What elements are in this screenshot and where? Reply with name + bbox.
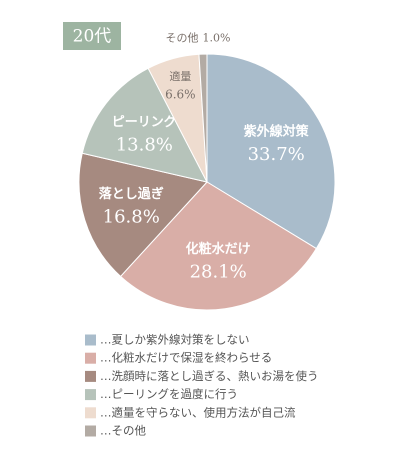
pie-slice [206,53,336,250]
slice-label: 化粧水だけ [186,241,251,257]
slice-value: 33.7% [248,144,305,165]
legend-swatch [85,407,96,419]
legend-swatch [85,425,96,437]
pie-slice [81,67,208,183]
legend-label: …適量を守らない、使用方法が自己流 [100,405,296,419]
slice-value: 6.6% [165,87,196,101]
pie-slice [119,181,318,311]
legend-label: …夏しか紫外線対策をしない [100,333,250,347]
legend-swatch [85,389,96,401]
slice-label: 紫外線対策 [244,124,310,140]
legend-label: …洗顔時に落とし過ぎる、熱いお湯を使う [100,369,319,383]
badge-box [63,22,121,50]
slice-label: ピーリング [112,114,177,130]
legend-label: …化粧水だけで保湿を終わらせる [100,351,272,365]
legend-swatch [85,370,96,382]
pie-slice [78,152,208,278]
slice-label: 適量 [169,69,191,83]
legend-label: …その他 [100,424,146,438]
slice-value: 13.8% [116,134,173,155]
slice-label: その他 [165,32,198,45]
slice-value: 28.1% [190,262,247,283]
pie-slice [198,53,208,183]
slice-value: 16.8% [103,207,160,228]
legend-swatch [85,334,96,346]
legend-label: …ピーリングを過度に行う [100,387,238,401]
slice-label: 落とし過ぎ [99,186,164,202]
legend-swatch [85,352,96,364]
slice-value: 1.0% [202,32,230,45]
badge: 20代 [73,27,112,47]
